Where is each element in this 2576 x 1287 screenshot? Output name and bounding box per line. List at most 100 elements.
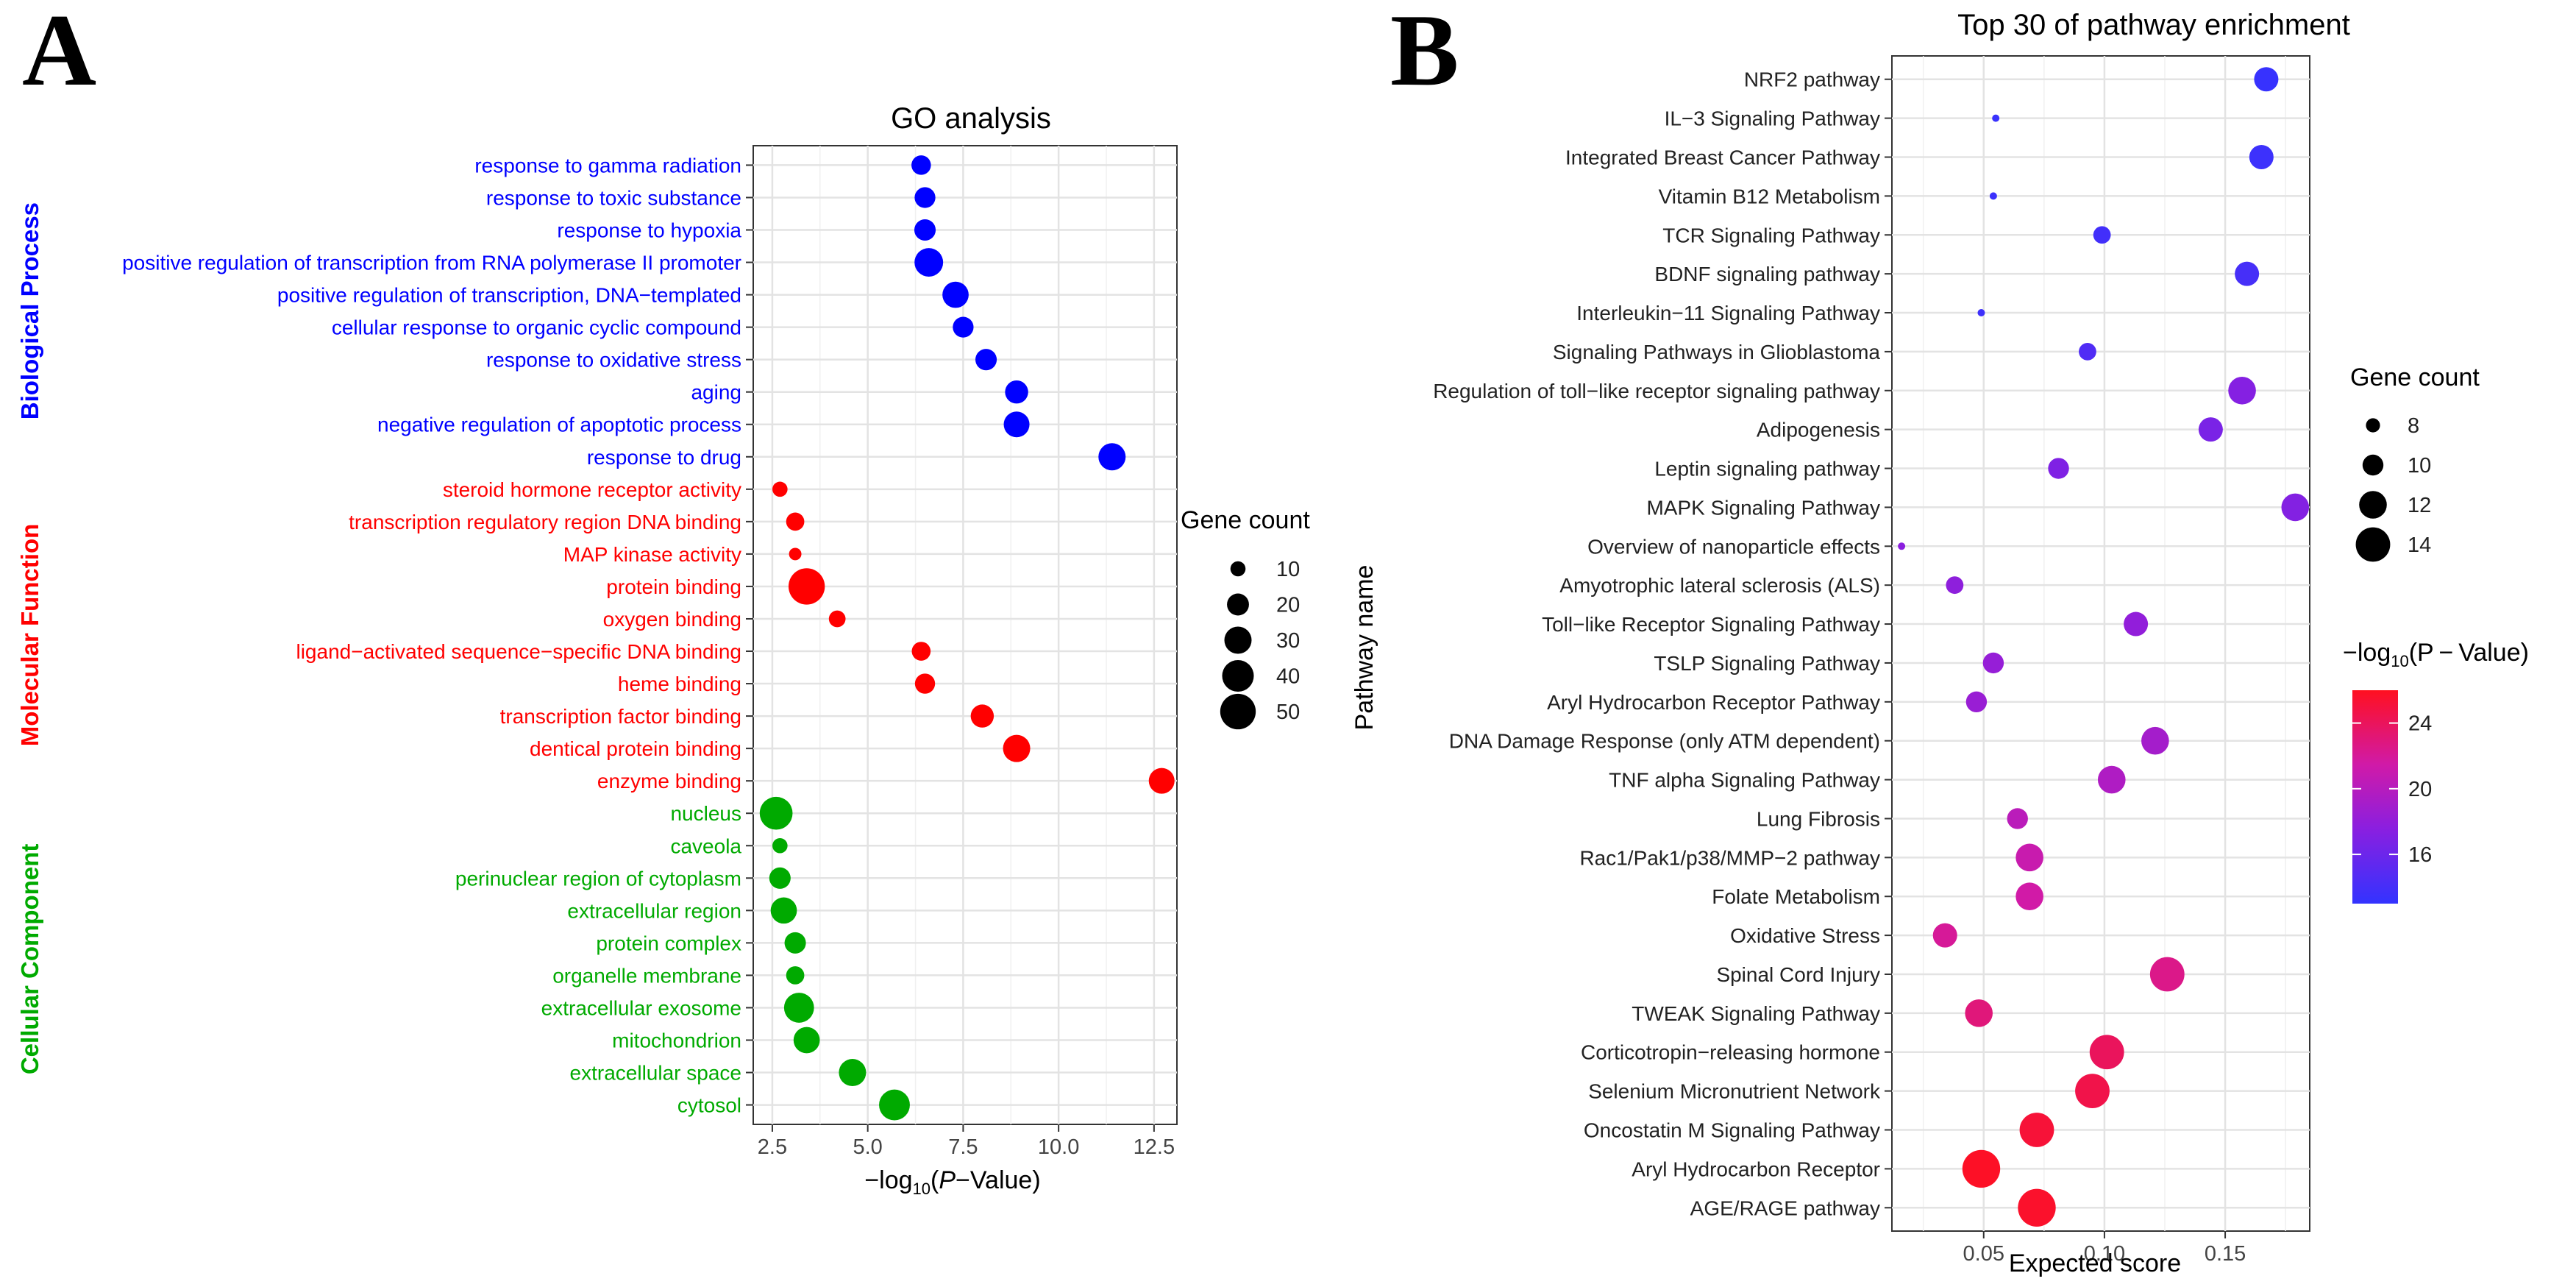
panel-a-point	[784, 932, 806, 954]
panel-a-x-tick-label: 5.0	[853, 1135, 883, 1159]
panel-a: A GO analysis 2.5 5.0 7.5 10.0 12.5 response …	[16, 0, 1310, 1198]
panel-a-x-axis-label: −log10(P−Value)	[864, 1166, 1040, 1198]
panel-b-x-tick-label: 0.15	[2205, 1242, 2246, 1266]
panel-b-size-legend-title: Gene count	[2350, 364, 2480, 391]
panel-a-point	[793, 1027, 820, 1054]
panel-a-size-legend-circle	[1224, 626, 1252, 654]
panel-b-pathway-label: DNA Damage Response (only ATM dependent)	[1449, 730, 1880, 753]
panel-b-pathway-label: Leptin signaling pathway	[1654, 458, 1880, 481]
panel-a-title: GO analysis	[891, 102, 1051, 135]
panel-b-point	[2097, 765, 2126, 794]
panel-a-point	[786, 966, 805, 985]
panel-a-point	[879, 1089, 910, 1121]
panel-b-point	[2254, 67, 2279, 92]
panel-a-size-legend-circle	[1227, 593, 1249, 616]
panel-b-pathway-label: Interleukin−11 Signaling Pathway	[1576, 302, 1880, 325]
panel-b-x-axis-label: Expected score	[2009, 1249, 2181, 1277]
panel-b-point	[1932, 923, 1957, 948]
panel-b-pathway-label: TCR Signaling Pathway	[1662, 224, 1880, 247]
panel-a-x-tick-label: 12.5	[1134, 1135, 1175, 1159]
panel-b-colorbar-tick-label: 20	[2408, 778, 2432, 801]
panel-a-size-legend-label: 40	[1276, 665, 1300, 689]
panel-a-point	[828, 610, 846, 628]
panel-a-term-label: ligand−activated sequence−specific DNA b…	[296, 640, 741, 663]
panel-b-point	[1898, 542, 1906, 550]
panel-b-cbar-title-prefix: −log	[2343, 639, 2391, 667]
panel-a-point	[772, 837, 788, 854]
panel-b-x-tick-label: 0.10	[2084, 1242, 2125, 1266]
panel-a-term-label: dentical protein binding	[530, 737, 741, 760]
panel-a-term-label: heme binding	[618, 673, 741, 695]
panel-a-point	[1003, 411, 1030, 438]
panel-a-term-label: nucleus	[670, 802, 741, 825]
panel-b-pathway-label: Lung Fibrosis	[1757, 807, 1880, 830]
panel-a-term-label: steroid hormone receptor activity	[443, 478, 741, 501]
panel-a-term-label: response to gamma radiation	[474, 154, 741, 177]
panel-a-term-label: perinuclear region of cytoplasm	[455, 867, 741, 890]
panel-a-term-label: protein complex	[596, 932, 741, 954]
panel-b-pathway-label: Folate Metabolism	[1712, 885, 1880, 908]
panel-a-point	[1005, 380, 1028, 404]
panel-b-point	[1962, 1149, 2001, 1188]
panel-b-point	[2015, 843, 2043, 872]
panel-b-point	[2281, 493, 2310, 522]
panel-a-point	[786, 512, 805, 531]
panel-b: B Top 30 of pathway enrichment 0.05 0.10 0…	[1351, 0, 2529, 1277]
panel-b-pathway-label: Oncostatin M Signaling Pathway	[1584, 1119, 1880, 1142]
panel-b-size-legend-circle	[2366, 418, 2380, 433]
panel-a-group-label: Biological Process	[16, 202, 43, 419]
panel-b-size-legend-label: 12	[2408, 494, 2431, 517]
panel-b-point	[1965, 691, 1988, 713]
panel-b-pathway-label: Regulation of toll−like receptor signali…	[1433, 380, 1880, 403]
panel-a-size-legend-label: 30	[1276, 629, 1300, 653]
panel-b-plot-area: 0.05 0.10 0.15 NRF2 pathway IL−3 Signaling P…	[1433, 55, 2310, 1266]
panel-a-point	[772, 481, 788, 497]
panel-b-pathway-label: NRF2 pathway	[1744, 68, 1880, 91]
panel-b-size-legend-label: 10	[2408, 454, 2431, 478]
panel-a-point	[770, 897, 797, 924]
panel-a-term-label: response to toxic substance	[486, 186, 741, 209]
panel-b-pathway-label: Selenium Micronutrient Network	[1588, 1080, 1881, 1103]
panel-a-term-label: protein binding	[606, 575, 741, 598]
panel-b-pathway-label: Integrated Breast Cancer Pathway	[1565, 146, 1880, 169]
panel-a-term-label: extracellular region	[567, 899, 741, 922]
panel-a-point	[1003, 734, 1031, 762]
panel-b-colorbar	[2352, 690, 2398, 904]
panel-b-point	[2093, 226, 2111, 244]
panel-b-point	[2235, 261, 2260, 286]
panel-b-point	[1982, 652, 2004, 674]
panel-a-letter: A	[22, 0, 96, 107]
panel-b-point	[2249, 144, 2274, 169]
panel-b-size-legend: 8 10 12 14	[2355, 414, 2431, 562]
panel-a-xlabel-paren: (	[931, 1166, 939, 1194]
panel-a-size-legend-circle	[1230, 561, 1246, 577]
panel-a-point	[839, 1059, 867, 1087]
panel-b-pathway-label: MAPK Signaling Pathway	[1646, 496, 1880, 519]
panel-b-pathway-label: TSLP Signaling Pathway	[1654, 652, 1880, 675]
panel-b-color-legend-title: −log10(P − Value)	[2343, 639, 2529, 670]
panel-a-point	[914, 219, 936, 241]
panel-b-size-legend-label: 14	[2408, 533, 2431, 557]
panel-b-size-legend-label: 8	[2408, 414, 2419, 438]
panel-b-colorbar-tick-label: 24	[2408, 712, 2432, 736]
panel-b-pathway-label: TWEAK Signaling Pathway	[1632, 1002, 1880, 1025]
panel-a-xlabel-italic: P	[939, 1166, 956, 1194]
panel-a-point	[914, 187, 936, 208]
panel-a-size-legend: 10 20 30 40 50	[1220, 558, 1300, 730]
panel-a-term-label: transcription factor binding	[500, 705, 741, 728]
panel-a-term-label: transcription regulatory region DNA bind…	[349, 511, 741, 533]
panel-b-pathway-label: BDNF signaling pathway	[1654, 263, 1880, 286]
panel-a-size-legend-label: 10	[1276, 558, 1300, 581]
panel-a-size-legend-circle	[1220, 693, 1256, 730]
panel-a-xlabel-suffix: −Value)	[956, 1166, 1041, 1194]
panel-b-pathway-label: Vitamin B12 Metabolism	[1659, 185, 1880, 208]
panel-b-point	[2007, 808, 2028, 829]
panel-b-colorbar-ticks: 16 20 24	[2352, 712, 2432, 867]
panel-b-size-legend-circle	[2362, 454, 2384, 476]
panel-a-size-legend-circle	[1222, 659, 1254, 692]
panel-a-x-tick-label: 10.0	[1038, 1135, 1079, 1159]
panel-a-point	[914, 248, 944, 277]
panel-a-term-label: aging	[691, 381, 741, 404]
panel-b-pathway-label: Adipogenesis	[1757, 419, 1880, 442]
panel-b-point	[2075, 1074, 2110, 1109]
